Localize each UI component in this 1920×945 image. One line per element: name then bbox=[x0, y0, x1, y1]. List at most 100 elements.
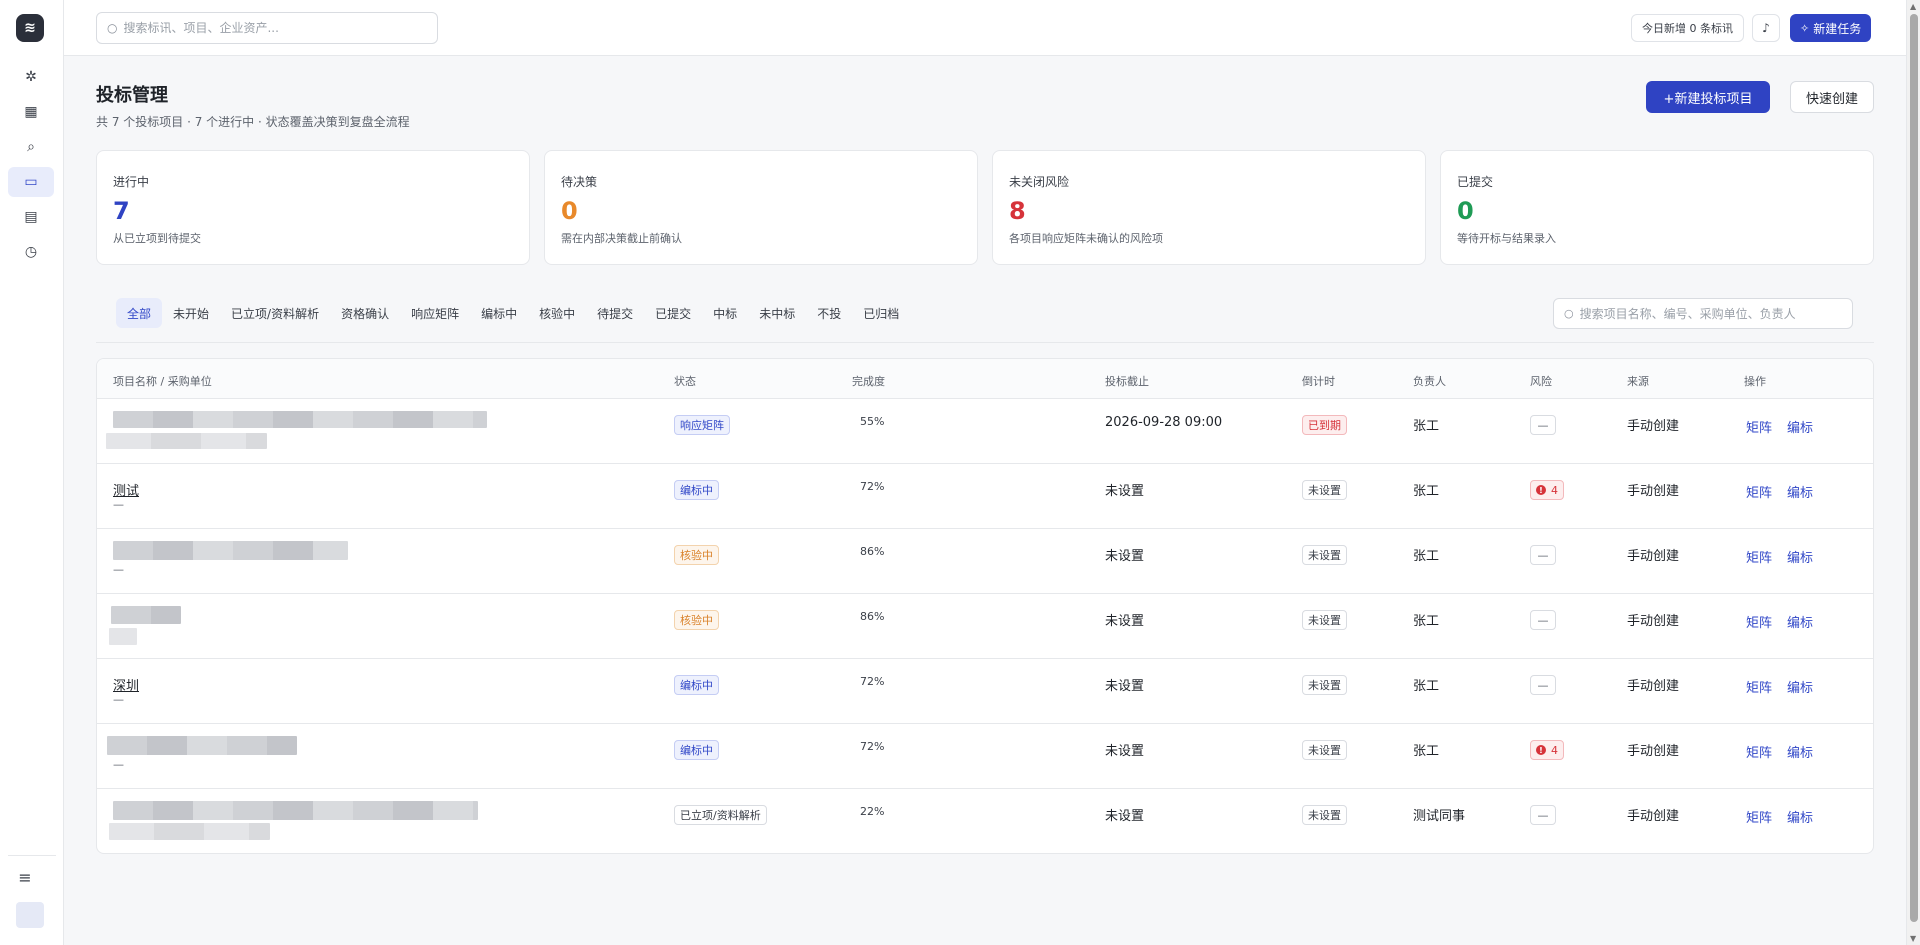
matrix-link[interactable]: 矩阵 bbox=[1746, 616, 1773, 631]
matrix-link[interactable]: 矩阵 bbox=[1746, 811, 1773, 826]
drafting-link[interactable]: 编标 bbox=[1787, 421, 1814, 436]
drafting-link[interactable]: 编标 bbox=[1787, 746, 1814, 761]
buyer: — bbox=[113, 563, 124, 576]
tab-lost[interactable]: 未中标 bbox=[759, 306, 796, 321]
projects-table: 项目名称 / 采购单位 状态 完成度 投标截止 倒计时 负责人 风险 来源 操作… bbox=[96, 358, 1874, 854]
clock-icon[interactable]: ◷ bbox=[24, 244, 38, 260]
risk-count: — bbox=[1537, 613, 1549, 627]
tab-approved-parsing[interactable]: 已立项/资料解析 bbox=[231, 306, 320, 321]
scroll-down-icon[interactable]: ▼ bbox=[1910, 934, 1917, 943]
quick-create-button[interactable]: 快速创建 bbox=[1790, 81, 1874, 113]
page-scrollbar[interactable]: ▲ ▼ bbox=[1906, 0, 1920, 945]
drafting-link[interactable]: 编标 bbox=[1787, 616, 1814, 631]
tab-drafting[interactable]: 编标中 bbox=[481, 306, 518, 321]
status-filter-tabs: 全部 未开始 已立项/资料解析 资格确认 响应矩阵 编标中 核验中 待提交 已提… bbox=[116, 298, 910, 328]
global-search-input[interactable] bbox=[123, 21, 424, 35]
tab-verifying[interactable]: 核验中 bbox=[539, 306, 576, 321]
redacted-project-name bbox=[113, 801, 478, 820]
table-row[interactable]: 响应矩阵 55% 2026-09-28 09:00 已到期 张工 — 手动创建 … bbox=[97, 399, 1873, 464]
book-icon[interactable]: ▤ bbox=[24, 209, 38, 225]
buyer: — bbox=[113, 498, 124, 511]
status-badge: 核验中 bbox=[674, 545, 719, 565]
status-badge: 响应矩阵 bbox=[674, 415, 730, 435]
stat-label: 未关闭风险 bbox=[1009, 175, 1070, 189]
tab-all[interactable]: 全部 bbox=[116, 298, 163, 328]
wand-icon: ✧ bbox=[1800, 21, 1810, 35]
risk-badge: — bbox=[1530, 610, 1556, 630]
stat-label: 已提交 bbox=[1457, 175, 1494, 189]
new-project-button[interactable]: +新建投标项目 bbox=[1646, 81, 1770, 113]
matrix-link[interactable]: 矩阵 bbox=[1746, 551, 1773, 566]
stat-card-pending-decision: 待决策 0 需在内部决策截止前确认 bbox=[544, 150, 978, 265]
scroll-up-icon[interactable]: ▲ bbox=[1910, 2, 1917, 11]
drafting-link[interactable]: 编标 bbox=[1787, 681, 1814, 696]
risk-count: 4 bbox=[1551, 483, 1558, 497]
drafting-link[interactable]: 编标 bbox=[1787, 811, 1814, 826]
sparkle-icon[interactable]: ✲ bbox=[25, 69, 37, 85]
deadline: 未设置 bbox=[1105, 809, 1145, 824]
table-row[interactable]: 核验中 86% 未设置 未设置 张工 — 手动创建 矩阵 编标 bbox=[97, 594, 1873, 659]
drafting-link[interactable]: 编标 bbox=[1787, 486, 1814, 501]
header-countdown: 倒计时 bbox=[1302, 375, 1335, 388]
project-name-link[interactable]: 测试 bbox=[113, 484, 140, 499]
tab-pending-submit[interactable]: 待提交 bbox=[597, 306, 634, 321]
tab-no-bid[interactable]: 不投 bbox=[817, 306, 842, 321]
progress-value: 86% bbox=[860, 610, 885, 623]
table-row[interactable]: 测试 — 编标中 72% 未设置 未设置 张工 ! 4 手动创建 矩阵 编标 bbox=[97, 464, 1873, 529]
page-subtitle: 共 7 个投标项目 · 7 个进行中 · 状态覆盖决策到复盘全流程 bbox=[96, 115, 410, 129]
risk-badge: — bbox=[1530, 805, 1556, 825]
stat-desc: 等待开标与结果录入 bbox=[1457, 232, 1556, 245]
source: 手动创建 bbox=[1627, 549, 1680, 564]
tab-response-matrix[interactable]: 响应矩阵 bbox=[411, 306, 460, 321]
header-actions: 操作 bbox=[1744, 375, 1766, 388]
matrix-link[interactable]: 矩阵 bbox=[1746, 681, 1773, 696]
stat-label: 待决策 bbox=[561, 175, 598, 189]
table-header: 项目名称 / 采购单位 状态 完成度 投标截止 倒计时 负责人 风险 来源 操作 bbox=[97, 359, 1873, 399]
global-search[interactable]: ○ bbox=[96, 12, 438, 44]
tab-won[interactable]: 中标 bbox=[713, 306, 738, 321]
countdown-badge: 未设置 bbox=[1302, 740, 1347, 760]
status-badge: 核验中 bbox=[674, 610, 719, 630]
drafting-link[interactable]: 编标 bbox=[1787, 551, 1814, 566]
buyer: — bbox=[113, 758, 124, 771]
project-search-input[interactable] bbox=[1579, 306, 1850, 321]
table-row[interactable]: 已立项/资料解析 22% 未设置 未设置 测试同事 — 手动创建 矩阵 编标 bbox=[97, 789, 1873, 853]
matrix-link[interactable]: 矩阵 bbox=[1746, 746, 1773, 761]
matrix-link[interactable]: 矩阵 bbox=[1746, 421, 1773, 436]
stat-card-submitted: 已提交 0 等待开标与结果录入 bbox=[1440, 150, 1874, 265]
deadline: 2026-09-28 09:00 bbox=[1105, 415, 1223, 430]
folder-icon[interactable]: ▭ bbox=[8, 167, 54, 197]
deadline: 未设置 bbox=[1105, 549, 1145, 564]
tab-qualification[interactable]: 资格确认 bbox=[341, 306, 390, 321]
tab-archived[interactable]: 已归档 bbox=[863, 306, 900, 321]
table-row[interactable]: — 编标中 72% 未设置 未设置 张工 ! 4 手动创建 矩阵 编标 bbox=[97, 724, 1873, 789]
avatar[interactable] bbox=[16, 902, 44, 928]
stat-desc: 各项目响应矩阵未确认的风险项 bbox=[1009, 232, 1163, 245]
table-row[interactable]: — 核验中 86% 未设置 未设置 张工 — 手动创建 矩阵 编标 bbox=[97, 529, 1873, 594]
search-icon: ○ bbox=[107, 21, 118, 35]
redacted-project-name bbox=[113, 541, 348, 560]
redacted-buyer bbox=[109, 823, 270, 840]
project-name-link[interactable]: 深圳 bbox=[113, 679, 140, 694]
countdown-badge: 未设置 bbox=[1302, 545, 1347, 565]
table-row[interactable]: 深圳 — 编标中 72% 未设置 未设置 张工 — 手动创建 矩阵 编标 bbox=[97, 659, 1873, 724]
tab-not-started[interactable]: 未开始 bbox=[173, 306, 210, 321]
today-new-chip[interactable]: 今日新增 0 条标讯 bbox=[1631, 14, 1744, 42]
search-icon: ○ bbox=[1564, 307, 1574, 320]
header-name: 项目名称 / 采购单位 bbox=[113, 375, 212, 388]
bell-icon[interactable]: ♪ bbox=[1752, 14, 1780, 42]
app-logo[interactable]: ≋ bbox=[16, 14, 44, 42]
menu-icon[interactable]: ≡ bbox=[18, 868, 32, 887]
grid-icon[interactable]: ▦ bbox=[24, 104, 38, 120]
owner: 张工 bbox=[1413, 614, 1440, 629]
tab-submitted[interactable]: 已提交 bbox=[655, 306, 692, 321]
search-icon[interactable]: ⌕ bbox=[27, 139, 35, 155]
deadline: 未设置 bbox=[1105, 679, 1145, 694]
scroll-thumb[interactable] bbox=[1910, 14, 1918, 922]
source: 手动创建 bbox=[1627, 809, 1680, 824]
alert-icon: ! bbox=[1536, 485, 1546, 495]
risk-badge: — bbox=[1530, 545, 1556, 565]
matrix-link[interactable]: 矩阵 bbox=[1746, 486, 1773, 501]
new-task-button[interactable]: ✧ 新建任务 bbox=[1790, 14, 1872, 42]
project-search[interactable]: ○ bbox=[1553, 298, 1853, 329]
